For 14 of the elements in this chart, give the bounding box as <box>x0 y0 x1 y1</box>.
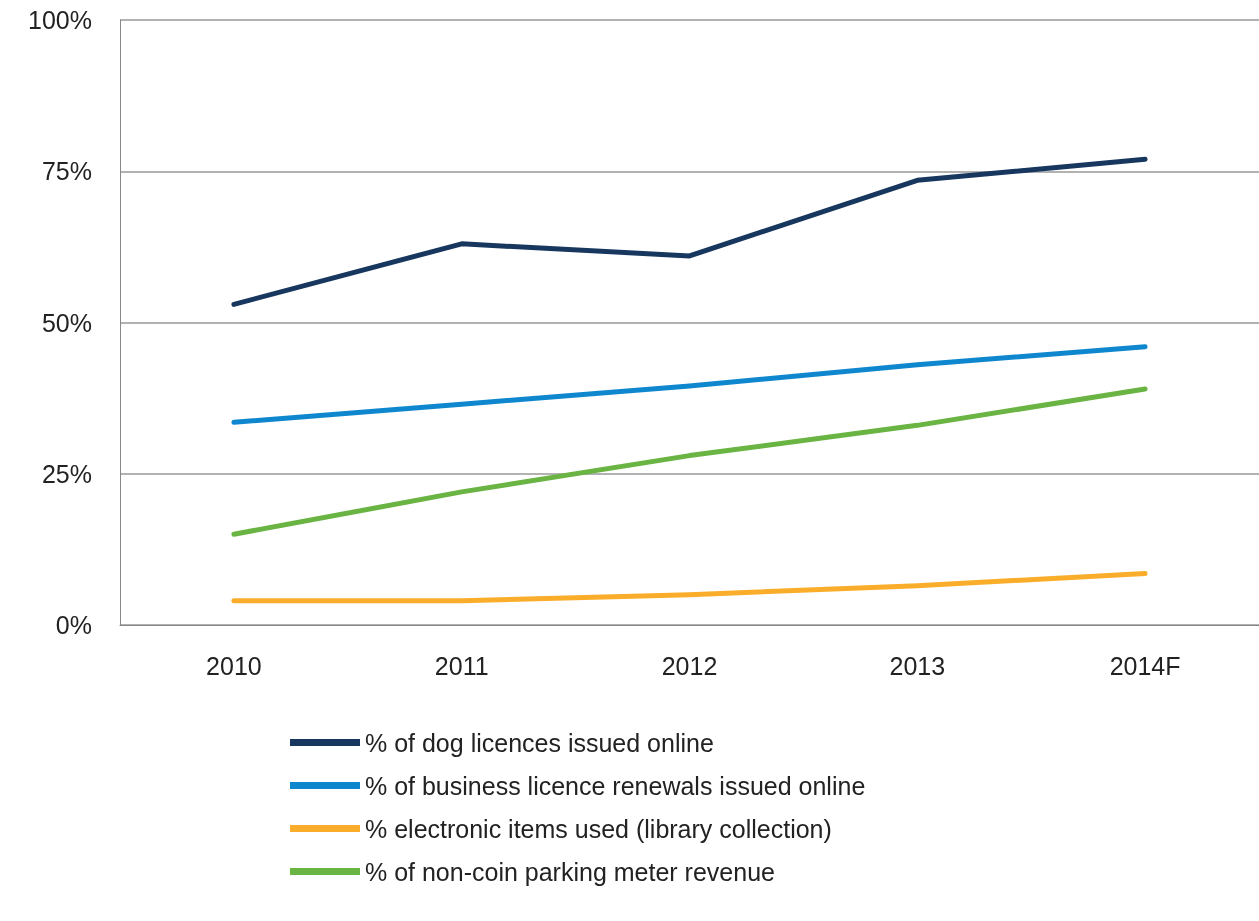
legend-label: % of dog licences issued online <box>365 728 714 757</box>
x-tick-label: 2012 <box>661 651 718 680</box>
y-tick-label: 0% <box>55 611 92 639</box>
legend-label: % electronic items used (library collection) <box>365 814 832 843</box>
x-tick-label: 2014F <box>1109 651 1181 680</box>
y-tick-label: 75% <box>41 157 92 186</box>
y-tick-label: 100% <box>28 6 92 34</box>
y-tick-label: 25% <box>41 459 92 488</box>
x-tick-label: 2011 <box>434 651 489 680</box>
legend-label: % of business licence renewals issued online <box>365 771 866 800</box>
y-tick-label: 50% <box>41 308 92 337</box>
legend-label: % of non-coin parking meter revenue <box>365 857 775 886</box>
x-tick-label: 2013 <box>889 651 946 680</box>
x-tick-label: 2010 <box>206 651 262 680</box>
